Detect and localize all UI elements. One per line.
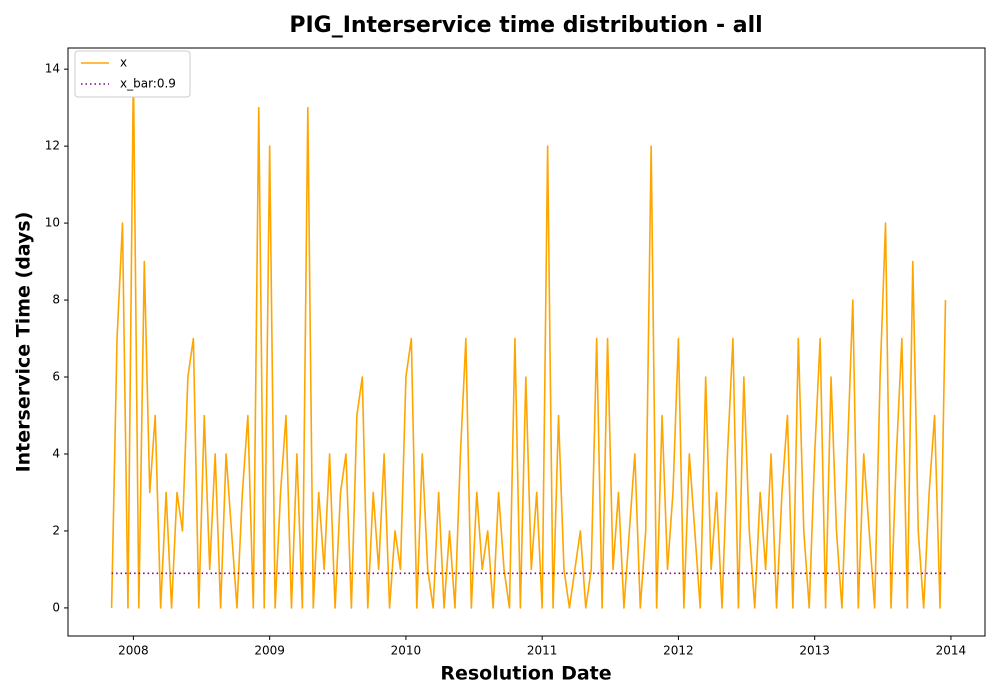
y-axis-label: Interservice Time (days)	[13, 212, 35, 473]
x-axis-label: Resolution Date	[440, 663, 611, 685]
y-tick-label: 6	[52, 370, 60, 384]
y-tick-label: 12	[45, 139, 60, 153]
y-tick-label: 14	[45, 62, 60, 76]
y-tick-label: 2	[52, 523, 60, 537]
x-tick-label: 2009	[254, 644, 285, 658]
x-tick-label: 2011	[527, 644, 558, 658]
x-tick-label: 2012	[663, 644, 694, 658]
y-tick-label: 4	[52, 446, 60, 460]
y-tick-label: 10	[45, 216, 60, 230]
x-tick-label: 2008	[118, 644, 149, 658]
legend-label: x_bar:0.9	[120, 77, 176, 91]
plot-frame	[67, 47, 986, 637]
x-tick-label: 2010	[391, 644, 422, 658]
y-tick-label: 0	[52, 600, 60, 614]
legend-label: x	[120, 56, 127, 70]
x-tick-label: 2014	[936, 644, 967, 658]
x-tick-label: 2013	[799, 644, 830, 658]
y-tick-label: 8	[52, 293, 60, 307]
series-line	[110, 68, 947, 609]
chart-title: PIG_Interservice time distribution - all	[289, 13, 762, 38]
